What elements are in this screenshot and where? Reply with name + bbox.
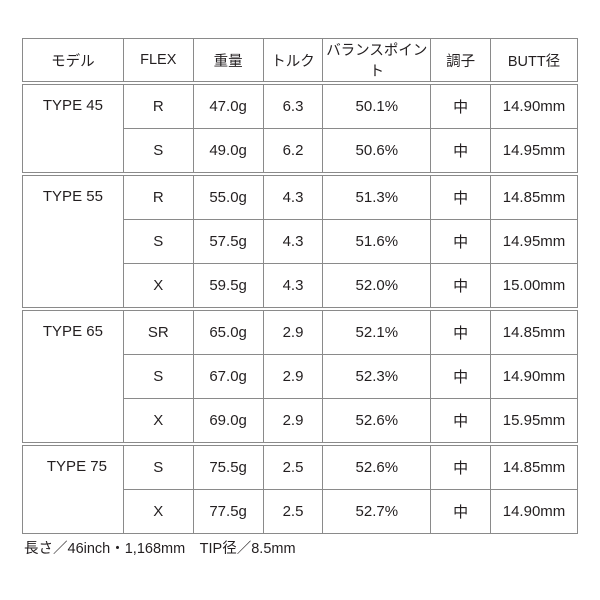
butt-diameter-cell: 14.90mm — [490, 354, 578, 399]
torque-cell: 6.2 — [262, 128, 324, 175]
weight-cell: 69.0g — [192, 398, 264, 445]
column-header: FLEX — [122, 38, 194, 85]
kick-point-cell: 中 — [430, 398, 492, 445]
balance-point-cell: 52.6% — [322, 398, 432, 445]
flex-cell: SR — [122, 307, 194, 355]
flex-cell: S — [122, 442, 194, 490]
weight-cell: 77.5g — [192, 489, 264, 534]
torque-cell: 2.9 — [262, 354, 324, 399]
kick-point-cell: 中 — [430, 489, 492, 534]
butt-diameter-cell: 14.85mm — [490, 442, 578, 490]
kick-point-cell: 中 — [430, 442, 492, 490]
torque-cell: 2.5 — [262, 442, 324, 490]
flex-cell: X — [122, 489, 194, 534]
table-row: TYPE 55 R 55.0g 4.3 51.3% 中 14.85mm — [22, 172, 578, 310]
balance-point-cell: 50.6% — [322, 128, 432, 175]
flex-cell: S — [122, 219, 194, 264]
flex-cell: S — [122, 128, 194, 175]
table-row: S 67.0g 2.9 52.3% 中 14.90mm — [23, 354, 578, 399]
kick-point-cell: 中 — [430, 172, 492, 220]
table-row: TYPE 65 SR 65.0g 2.9 52.1% 中 14.85mm — [22, 307, 578, 445]
weight-cell: 49.0g — [192, 128, 264, 175]
model-cell: TYPE 75 — [22, 442, 124, 534]
column-header: トルク — [262, 38, 324, 85]
weight-cell: 75.5g — [192, 442, 264, 490]
torque-cell: 4.3 — [262, 172, 324, 220]
balance-point-cell: 51.3% — [322, 172, 432, 220]
torque-cell: 2.5 — [262, 489, 324, 534]
footer-note: 長さ／46inch・1,168mm TIP径／8.5mm — [24, 541, 296, 557]
weight-cell: 67.0g — [192, 354, 264, 399]
table-row: X 77.5g 2.5 52.7% 中 14.90mm — [23, 489, 578, 534]
kick-point-cell: 中 — [430, 307, 492, 355]
table-row: S 49.0g 6.2 50.6% 中 14.95mm — [23, 128, 578, 175]
torque-cell: 4.3 — [262, 263, 324, 310]
torque-cell: 2.9 — [262, 398, 324, 445]
kick-point-cell: 中 — [430, 263, 492, 310]
model-cell: TYPE 55 — [22, 172, 124, 310]
weight-cell: 47.0g — [192, 82, 264, 129]
torque-cell: 2.9 — [262, 307, 324, 355]
balance-point-cell: 52.1% — [322, 307, 432, 355]
balance-point-cell: 51.6% — [322, 219, 432, 264]
spec-table: モデル FLEX 重量 トルク バランスポイント 調子 BUTT径 TYPE 45 R 47.0… — [22, 38, 578, 534]
column-header: BUTT径 — [490, 38, 578, 85]
weight-cell: 65.0g — [192, 307, 264, 355]
table-row: X 59.5g 4.3 52.0% 中 15.00mm — [23, 263, 578, 310]
column-header: バランスポイント — [322, 38, 432, 85]
butt-diameter-cell: 14.85mm — [490, 307, 578, 355]
weight-cell: 59.5g — [192, 263, 264, 310]
butt-diameter-cell: 14.90mm — [490, 489, 578, 534]
torque-cell: 4.3 — [262, 219, 324, 264]
column-header: モデル — [22, 38, 124, 85]
kick-point-cell: 中 — [430, 219, 492, 264]
flex-cell: R — [122, 172, 194, 220]
torque-cell: 6.3 — [262, 82, 324, 129]
table-row: TYPE 45 R 47.0g 6.3 50.1% 中 14.90mm — [22, 82, 578, 175]
balance-point-cell: 50.1% — [322, 82, 432, 129]
table-row: X 69.0g 2.9 52.6% 中 15.95mm — [23, 398, 578, 445]
butt-diameter-cell: 15.95mm — [490, 398, 578, 445]
balance-point-cell: 52.3% — [322, 354, 432, 399]
model-cell: TYPE 65 — [22, 307, 124, 445]
table-row: S 57.5g 4.3 51.6% 中 14.95mm — [23, 219, 578, 264]
header-row: モデル FLEX 重量 トルク バランスポイント 調子 BUTT径 — [22, 38, 578, 85]
butt-diameter-cell: 14.95mm — [490, 128, 578, 175]
kick-point-cell: 中 — [430, 128, 492, 175]
column-header: 重量 — [192, 38, 264, 85]
balance-point-cell: 52.7% — [322, 489, 432, 534]
butt-diameter-cell: 15.00mm — [490, 263, 578, 310]
weight-cell: 55.0g — [192, 172, 264, 220]
weight-cell: 57.5g — [192, 219, 264, 264]
balance-point-cell: 52.6% — [322, 442, 432, 490]
butt-diameter-cell: 14.85mm — [490, 172, 578, 220]
table-row: TYPE 75 S 75.5g 2.5 52.6% 中 14.85mm — [22, 442, 578, 534]
balance-point-cell: 52.0% — [322, 263, 432, 310]
flex-cell: S — [122, 354, 194, 399]
column-header: 調子 — [430, 38, 492, 85]
kick-point-cell: 中 — [430, 82, 492, 129]
butt-diameter-cell: 14.90mm — [490, 82, 578, 129]
flex-cell: R — [122, 82, 194, 129]
model-cell: TYPE 45 — [22, 82, 124, 175]
butt-diameter-cell: 14.95mm — [490, 219, 578, 264]
flex-cell: X — [122, 398, 194, 445]
kick-point-cell: 中 — [430, 354, 492, 399]
flex-cell: X — [122, 263, 194, 310]
